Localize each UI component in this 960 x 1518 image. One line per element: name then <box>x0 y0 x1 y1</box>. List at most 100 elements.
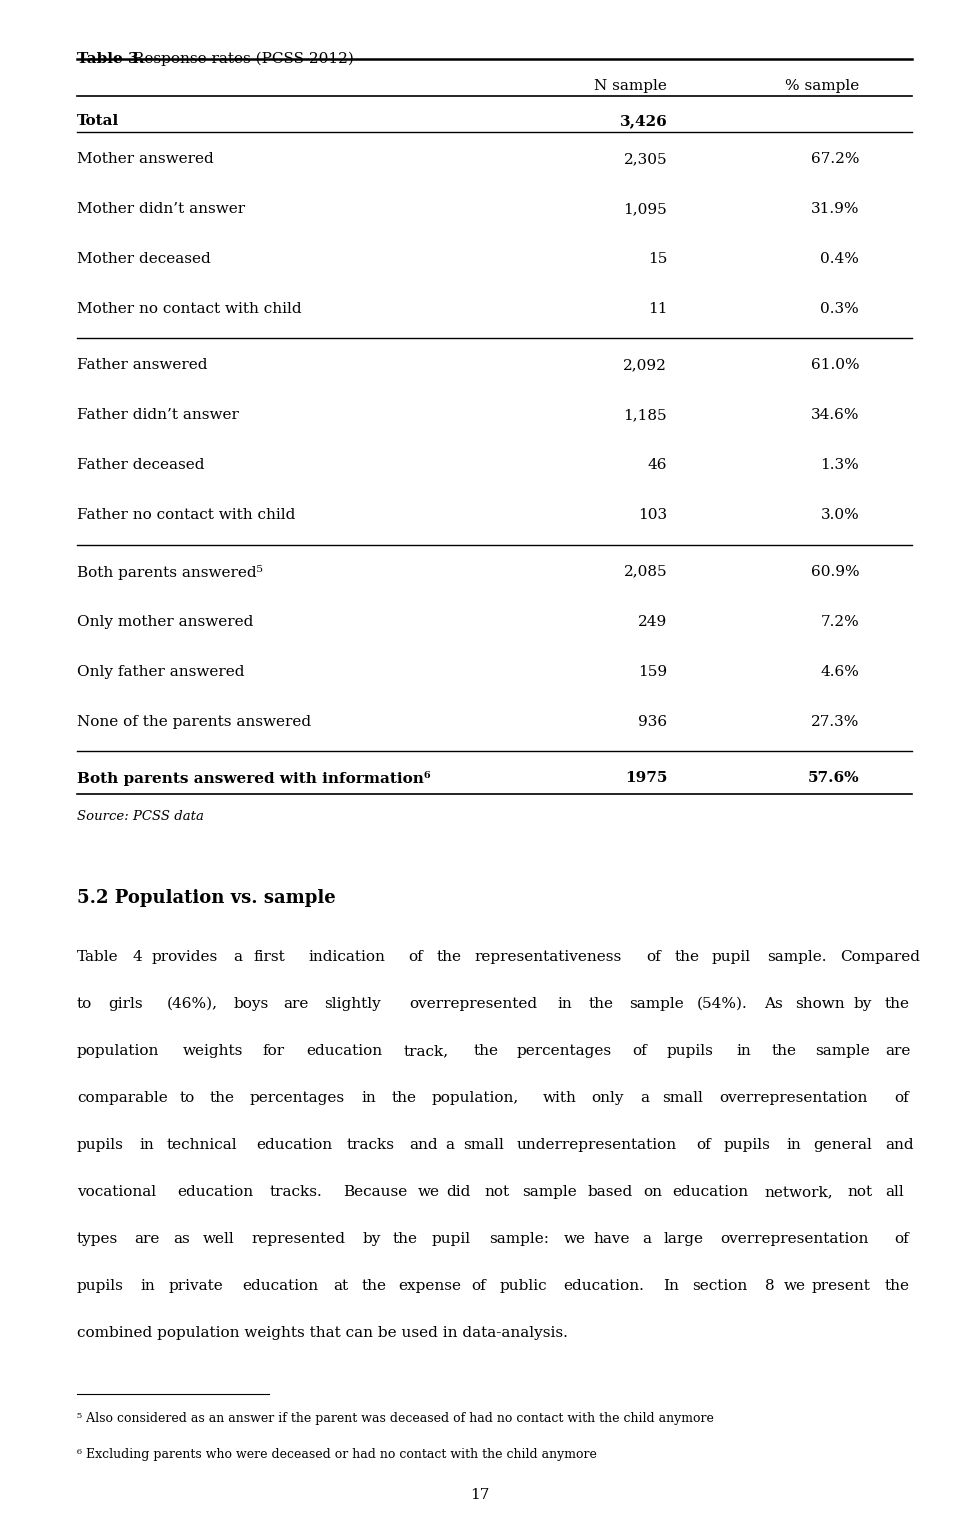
Text: 3,426: 3,426 <box>619 114 667 128</box>
Text: comparable: comparable <box>77 1091 168 1105</box>
Text: boys: boys <box>234 997 269 1011</box>
Text: the: the <box>588 997 613 1011</box>
Text: in: in <box>141 1280 156 1293</box>
Text: section: section <box>691 1280 747 1293</box>
Text: in: in <box>786 1138 801 1152</box>
Text: represented: represented <box>252 1233 346 1246</box>
Text: 57.6%: 57.6% <box>807 771 859 785</box>
Text: indication: indication <box>308 950 385 964</box>
Text: pupils: pupils <box>77 1280 124 1293</box>
Text: the: the <box>771 1044 796 1058</box>
Text: slightly: slightly <box>324 997 380 1011</box>
Text: expense: expense <box>398 1280 462 1293</box>
Text: 15: 15 <box>648 252 667 266</box>
Text: ⁵ Also considered as an answer if the parent was deceased of had no contact with: ⁵ Also considered as an answer if the pa… <box>77 1412 713 1425</box>
Text: have: have <box>594 1233 631 1246</box>
Text: technical: technical <box>167 1138 237 1152</box>
Text: Father deceased: Father deceased <box>77 458 204 472</box>
Text: overrepresentation: overrepresentation <box>720 1233 869 1246</box>
Text: 936: 936 <box>638 715 667 729</box>
Text: weights: weights <box>183 1044 244 1058</box>
Text: small: small <box>463 1138 504 1152</box>
Text: private: private <box>169 1280 224 1293</box>
Text: 34.6%: 34.6% <box>810 408 859 422</box>
Text: 2,305: 2,305 <box>624 152 667 165</box>
Text: with: with <box>543 1091 577 1105</box>
Text: percentages: percentages <box>250 1091 345 1105</box>
Text: 5.2 Population vs. sample: 5.2 Population vs. sample <box>77 890 336 908</box>
Text: sample: sample <box>629 997 684 1011</box>
Text: well: well <box>204 1233 235 1246</box>
Text: provides: provides <box>152 950 218 964</box>
Text: 8: 8 <box>765 1280 775 1293</box>
Text: of: of <box>408 950 423 964</box>
Text: as: as <box>173 1233 190 1246</box>
Text: to: to <box>180 1091 195 1105</box>
Text: of: of <box>471 1280 486 1293</box>
Text: by: by <box>362 1233 380 1246</box>
Text: to: to <box>77 997 92 1011</box>
Text: and: and <box>885 1138 914 1152</box>
Text: Compared: Compared <box>840 950 920 964</box>
Text: sample: sample <box>815 1044 870 1058</box>
Text: a: a <box>642 1233 651 1246</box>
Text: 61.0%: 61.0% <box>810 358 859 372</box>
Text: the: the <box>210 1091 235 1105</box>
Text: education: education <box>256 1138 332 1152</box>
Text: education.: education. <box>564 1280 644 1293</box>
Text: Father no contact with child: Father no contact with child <box>77 509 295 522</box>
Text: sample.: sample. <box>767 950 827 964</box>
Text: Mother answered: Mother answered <box>77 152 213 165</box>
Text: 11: 11 <box>648 302 667 316</box>
Text: are: are <box>885 1044 910 1058</box>
Text: 1.3%: 1.3% <box>821 458 859 472</box>
Text: the: the <box>392 1091 417 1105</box>
Text: tracks.: tracks. <box>270 1186 323 1199</box>
Text: Father didn’t answer: Father didn’t answer <box>77 408 239 422</box>
Text: overrepresentation: overrepresentation <box>720 1091 868 1105</box>
Text: we: we <box>564 1233 586 1246</box>
Text: of: of <box>894 1233 909 1246</box>
Text: the: the <box>437 950 462 964</box>
Text: of: of <box>646 950 660 964</box>
Text: in: in <box>361 1091 376 1105</box>
Text: Mother no contact with child: Mother no contact with child <box>77 302 301 316</box>
Text: education: education <box>178 1186 253 1199</box>
Text: population,: population, <box>432 1091 518 1105</box>
Text: track,: track, <box>403 1044 448 1058</box>
Text: the: the <box>674 950 699 964</box>
Text: 60.9%: 60.9% <box>810 565 859 578</box>
Text: overrepresented: overrepresented <box>409 997 538 1011</box>
Text: all: all <box>885 1186 903 1199</box>
Text: 7.2%: 7.2% <box>821 615 859 628</box>
Text: Mother didn’t answer: Mother didn’t answer <box>77 202 245 216</box>
Text: based: based <box>588 1186 633 1199</box>
Text: in: in <box>139 1138 155 1152</box>
Text: 159: 159 <box>638 665 667 679</box>
Text: the: the <box>885 997 910 1011</box>
Text: pupil: pupil <box>432 1233 470 1246</box>
Text: pupils: pupils <box>666 1044 713 1058</box>
Text: 4.6%: 4.6% <box>821 665 859 679</box>
Text: 1975: 1975 <box>625 771 667 785</box>
Text: Father answered: Father answered <box>77 358 207 372</box>
Text: a: a <box>233 950 243 964</box>
Text: in: in <box>557 997 572 1011</box>
Text: ⁶ Excluding parents who were deceased or had no contact with the child anymore: ⁶ Excluding parents who were deceased or… <box>77 1448 597 1462</box>
Text: for: for <box>262 1044 284 1058</box>
Text: sample:: sample: <box>489 1233 548 1246</box>
Text: 0.3%: 0.3% <box>821 302 859 316</box>
Text: we: we <box>784 1280 805 1293</box>
Text: not: not <box>847 1186 873 1199</box>
Text: 2,085: 2,085 <box>624 565 667 578</box>
Text: large: large <box>663 1233 703 1246</box>
Text: Both parents answered with information⁶: Both parents answered with information⁶ <box>77 771 430 786</box>
Text: we: we <box>418 1186 440 1199</box>
Text: the: the <box>393 1233 418 1246</box>
Text: tracks: tracks <box>347 1138 395 1152</box>
Text: education: education <box>672 1186 749 1199</box>
Text: None of the parents answered: None of the parents answered <box>77 715 311 729</box>
Text: 249: 249 <box>638 615 667 628</box>
Text: network,: network, <box>764 1186 832 1199</box>
Text: 46: 46 <box>648 458 667 472</box>
